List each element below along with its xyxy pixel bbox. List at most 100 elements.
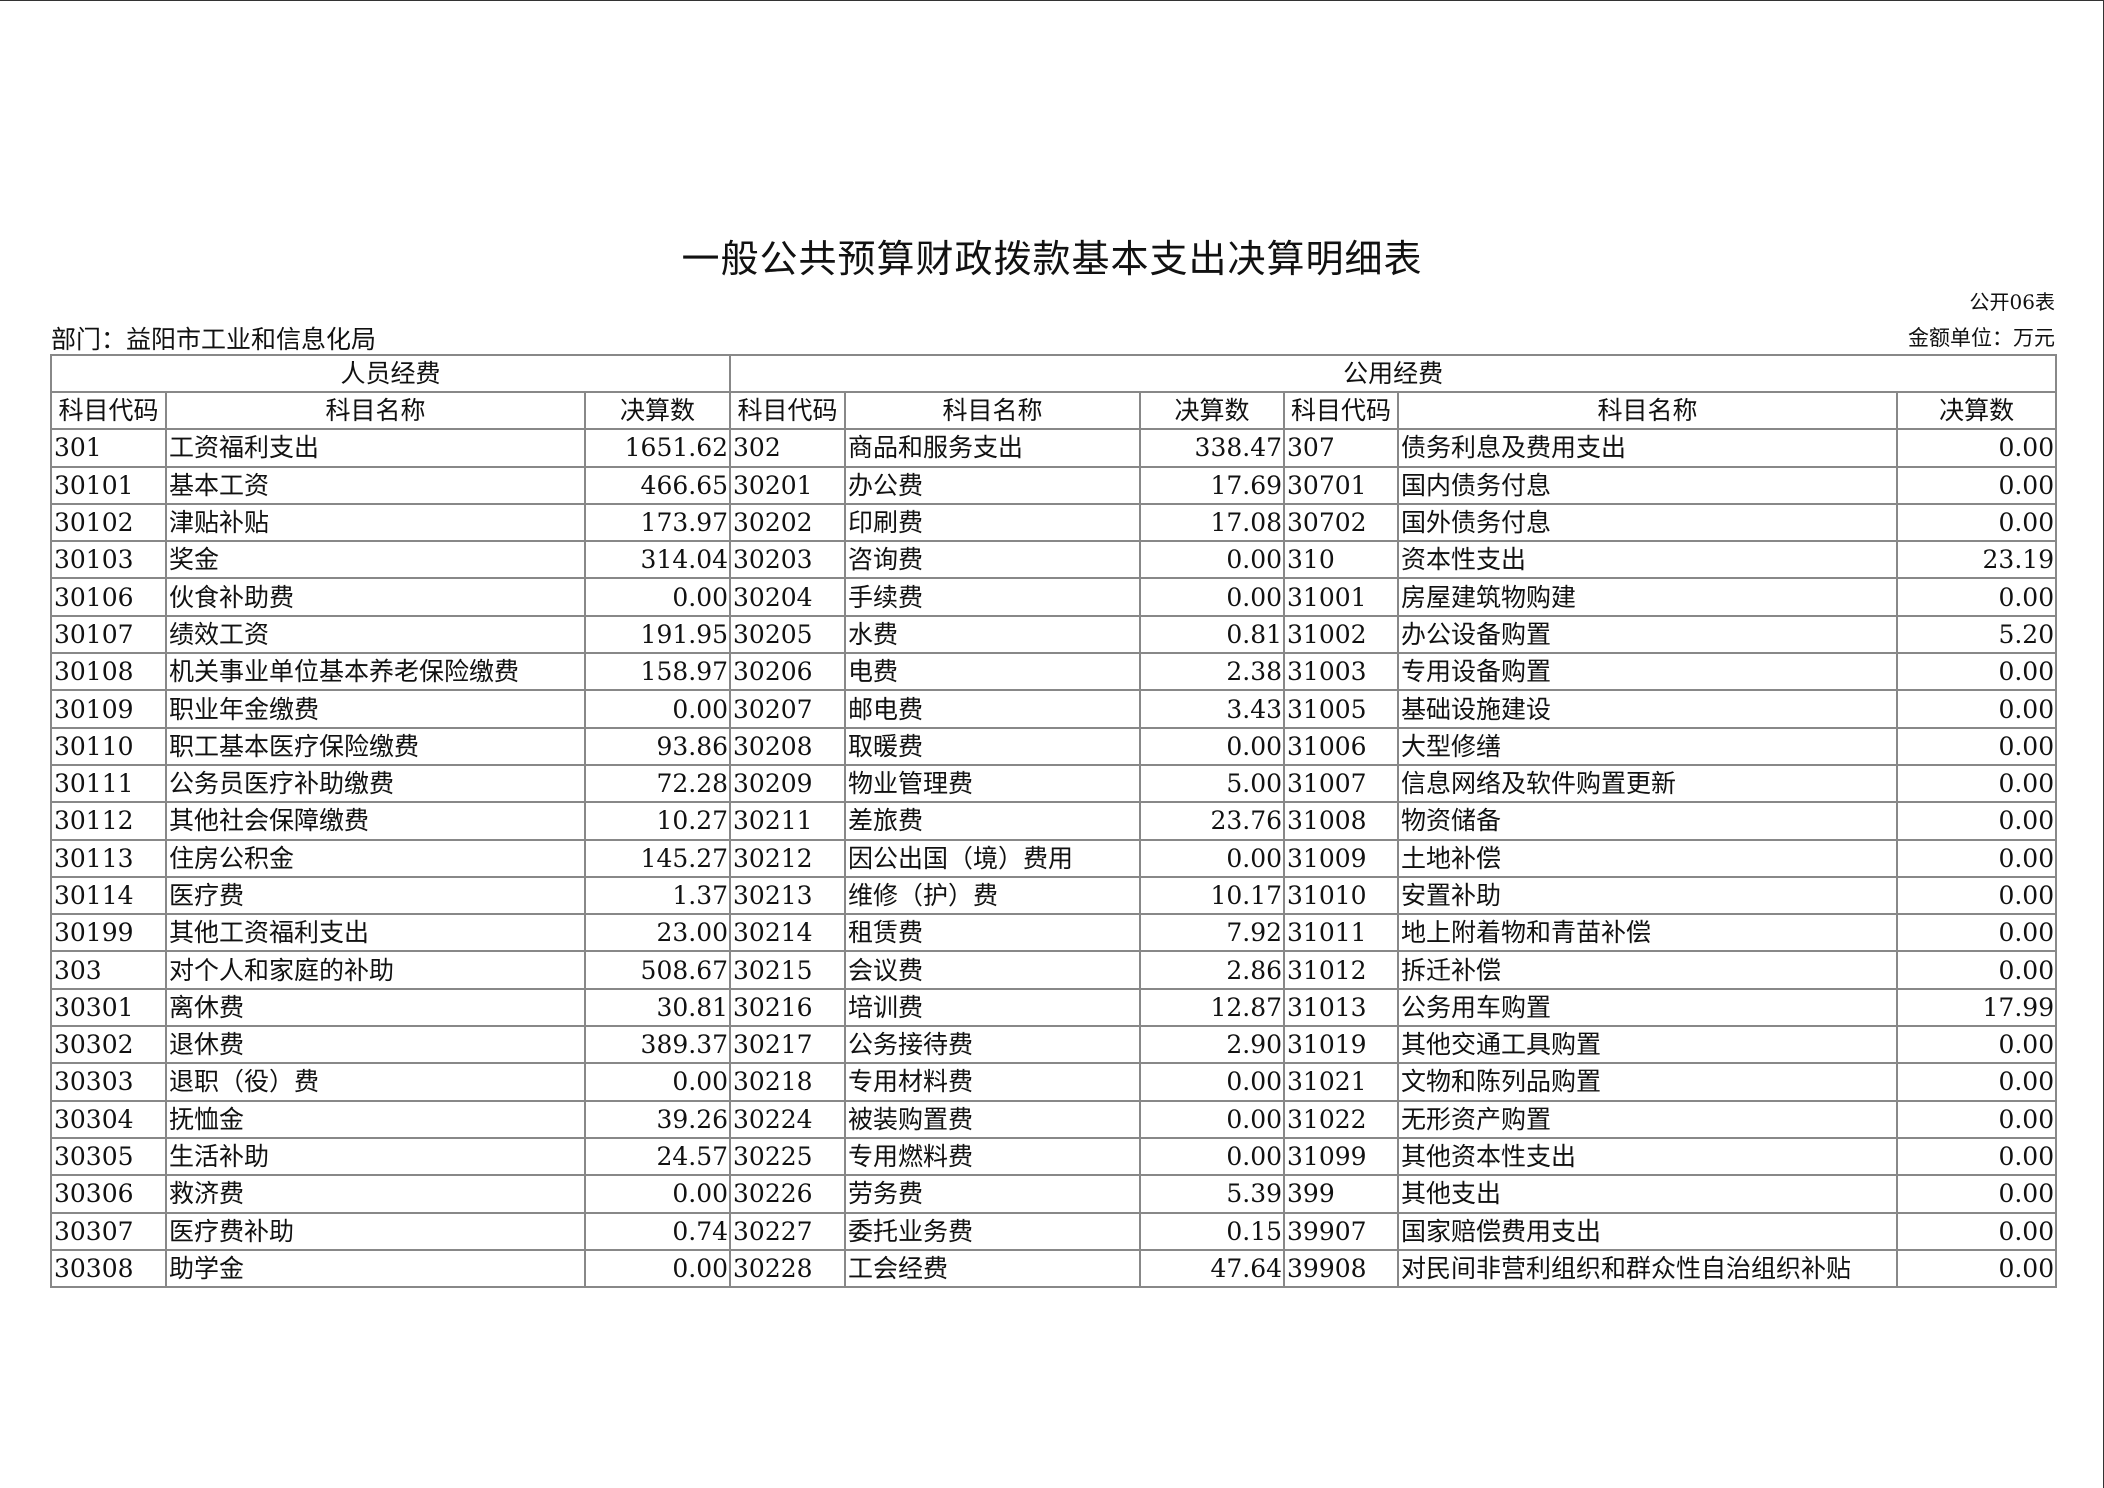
column-header-amount: 决算数	[583, 390, 732, 431]
cell-code: 30308	[50, 1248, 167, 1289]
cell-amount: 389.37	[583, 1025, 732, 1065]
cell-amount: 0.00	[1896, 428, 2058, 468]
cell-amount: 0.00	[1896, 1062, 2058, 1102]
cell-name: 国家赔偿费用支出	[1397, 1211, 1899, 1251]
cell-amount: 0.00	[1896, 838, 2058, 878]
table-row: 30102 津贴补贴 173.97 30202 印刷费 17.08 30702 国外债务付息 0…	[50, 502, 2058, 543]
cell-name: 其他工资福利支出	[165, 913, 586, 953]
page-border-top	[0, 0, 2104, 1]
cell-code: 30109	[50, 689, 167, 729]
cell-name: 住房公积金	[165, 838, 586, 878]
cell-amount: 2.86	[1139, 950, 1286, 990]
table-row: 30111 公务员医疗补助缴费 72.28 30209 物业管理费 5.00 31007 信息…	[50, 763, 2058, 804]
cell-name: 退休费	[165, 1025, 586, 1065]
table-row: 30110 职工基本医疗保险缴费 93.86 30208 取暖费 0.00 31006 大型修…	[50, 726, 2058, 766]
table-row: 30113 住房公积金 145.27 30212 因公出国（境）费用 0.00 31009 土…	[50, 838, 2058, 878]
cell-amount: 0.00	[1139, 1099, 1286, 1139]
cell-amount: 5.39	[1139, 1174, 1286, 1214]
cell-code: 31005	[1283, 689, 1400, 729]
cell-name: 办公费	[844, 465, 1142, 505]
cell-amount: 47.64	[1139, 1248, 1286, 1289]
cell-code: 30106	[50, 577, 167, 617]
cell-name: 职工基本医疗保险缴费	[165, 726, 586, 766]
cell-name: 文物和陈列品购置	[1397, 1062, 1899, 1102]
cell-code: 30113	[50, 838, 167, 878]
group-header-personnel: 人员经费	[49, 354, 732, 393]
cell-amount: 0.00	[1896, 763, 2058, 804]
cell-name: 国内债务付息	[1397, 465, 1899, 505]
cell-name: 公务员医疗补助缴费	[165, 763, 586, 804]
cell-name: 公务用车购置	[1397, 987, 1899, 1028]
cell-code: 31007	[1283, 763, 1400, 804]
cell-amount: 93.86	[583, 726, 732, 766]
table-row: 30307 医疗费补助 0.74 30227 委托业务费 0.15 39907 国家赔偿费用支…	[50, 1211, 2058, 1251]
column-header-name: 科目名称	[844, 390, 1142, 431]
cell-name: 债务利息及费用支出	[1397, 428, 1899, 468]
cell-code: 30228	[729, 1248, 847, 1289]
table-row: 30308 助学金 0.00 30228 工会经费 47.64 39908 对民间非营利组织和…	[50, 1248, 2058, 1289]
cell-name: 地上附着物和青苗补偿	[1397, 913, 1899, 953]
cell-code: 30306	[50, 1174, 167, 1214]
cell-name: 公务接待费	[844, 1025, 1142, 1065]
cell-amount: 0.00	[1896, 1099, 2058, 1139]
cell-name: 大型修缮	[1397, 726, 1899, 766]
cell-name: 离休费	[165, 987, 586, 1028]
cell-name: 工资福利支出	[165, 428, 586, 468]
cell-name: 助学金	[165, 1248, 586, 1289]
cell-amount: 0.00	[1896, 577, 2058, 617]
page-title: 一般公共预算财政拨款基本支出决算明细表	[681, 237, 1423, 281]
cell-amount: 24.57	[583, 1136, 732, 1177]
cell-code: 30204	[729, 577, 847, 617]
cell-amount: 1.37	[583, 875, 732, 916]
cell-name: 无形资产购置	[1397, 1099, 1899, 1139]
cell-amount: 0.00	[1896, 950, 2058, 990]
cell-amount: 0.00	[583, 1174, 732, 1214]
cell-amount: 0.00	[1139, 726, 1286, 766]
cell-name: 伙食补助费	[165, 577, 586, 617]
cell-code: 31022	[1283, 1099, 1400, 1139]
cell-code: 30301	[50, 987, 167, 1028]
cell-code: 30216	[729, 987, 847, 1028]
cell-code: 30114	[50, 875, 167, 916]
cell-name: 办公设备购置	[1397, 614, 1899, 655]
cell-amount: 0.00	[1139, 577, 1286, 617]
cell-name: 电费	[844, 652, 1142, 692]
cell-code: 31003	[1283, 652, 1400, 692]
cell-code: 30208	[729, 726, 847, 766]
cell-code: 30110	[50, 726, 167, 766]
column-header-name: 科目名称	[1397, 390, 1899, 431]
cell-code: 39907	[1283, 1211, 1400, 1251]
cell-amount: 508.67	[583, 950, 732, 990]
cell-name: 抚恤金	[165, 1099, 586, 1139]
cell-name: 其他社会保障缴费	[165, 801, 586, 841]
cell-amount: 17.99	[1896, 987, 2058, 1028]
table-row: 30304 抚恤金 39.26 30224 被装购置费 0.00 31022 无形资产购置 0.…	[50, 1099, 2058, 1139]
cell-code: 31013	[1283, 987, 1400, 1028]
form-number: 公开06表	[1969, 290, 2055, 314]
cell-amount: 0.00	[1896, 502, 2058, 543]
cell-code: 30203	[729, 540, 847, 580]
cell-name: 生活补助	[165, 1136, 586, 1177]
cell-name: 医疗费补助	[165, 1211, 586, 1251]
cell-amount: 23.76	[1139, 801, 1286, 841]
column-header-name: 科目名称	[165, 390, 586, 431]
cell-name: 商品和服务支出	[844, 428, 1142, 468]
cell-name: 租赁费	[844, 913, 1142, 953]
cell-name: 水费	[844, 614, 1142, 655]
cell-amount: 0.00	[1896, 465, 2058, 505]
cell-code: 30304	[50, 1099, 167, 1139]
cell-amount: 0.00	[1896, 726, 2058, 766]
cell-amount: 10.27	[583, 801, 732, 841]
cell-code: 30206	[729, 652, 847, 692]
cell-amount: 2.90	[1139, 1025, 1286, 1065]
cell-code: 399	[1283, 1174, 1400, 1214]
cell-name: 维修（护）费	[844, 875, 1142, 916]
cell-name: 被装购置费	[844, 1099, 1142, 1139]
cell-name: 拆迁补偿	[1397, 950, 1899, 990]
cell-amount: 72.28	[583, 763, 732, 804]
cell-code: 31021	[1283, 1062, 1400, 1102]
cell-amount: 0.00	[583, 1062, 732, 1102]
cell-code: 39908	[1283, 1248, 1400, 1289]
cell-code: 30217	[729, 1025, 847, 1065]
cell-name: 国外债务付息	[1397, 502, 1899, 543]
